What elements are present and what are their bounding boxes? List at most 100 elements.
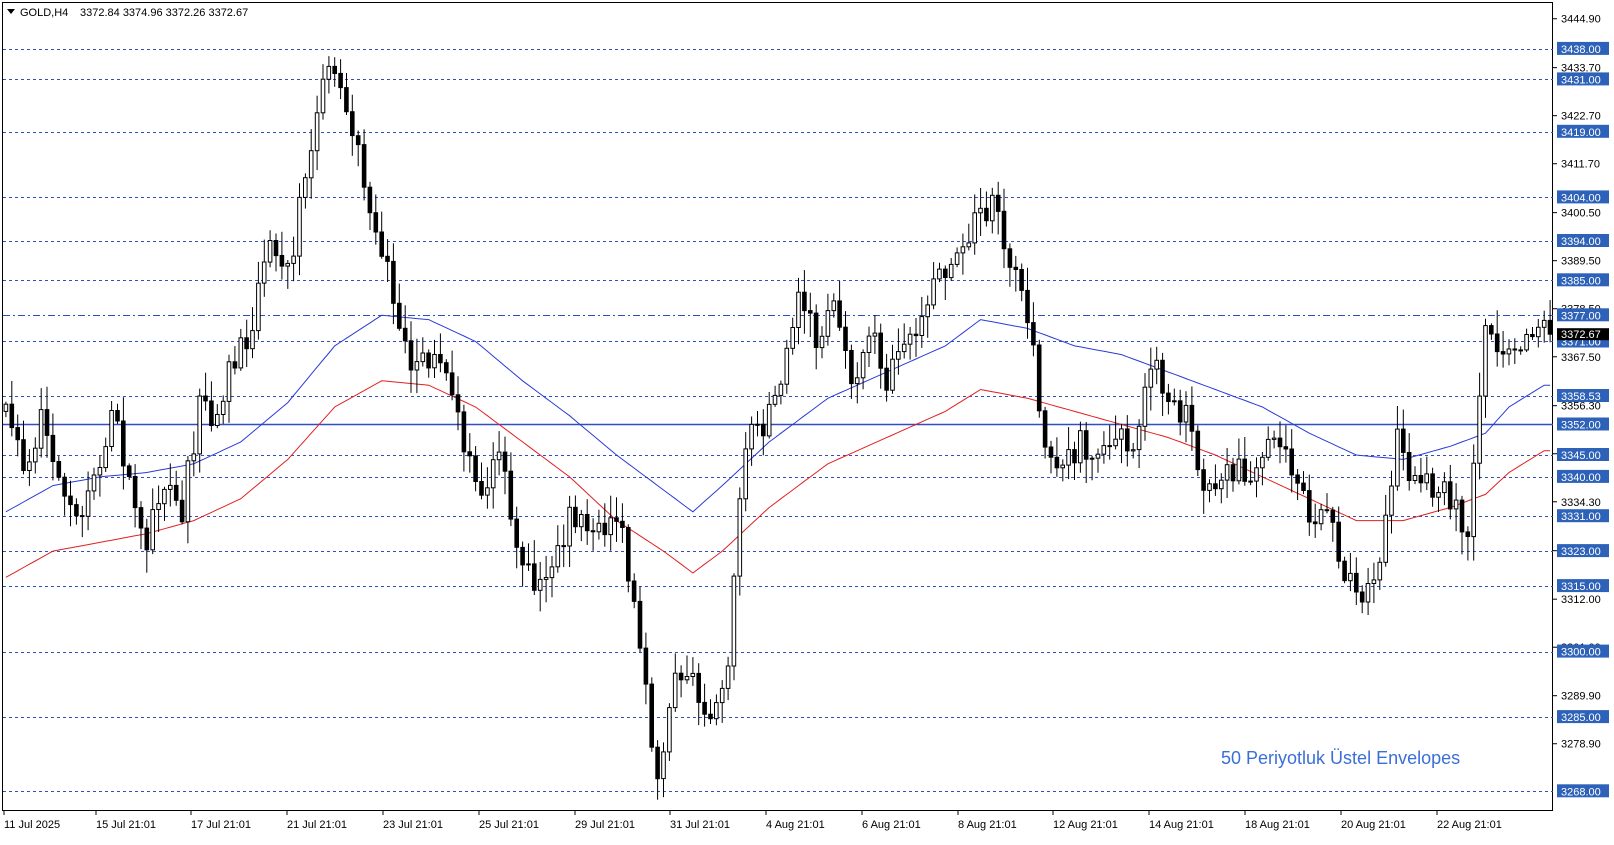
candle-255 xyxy=(1500,331,1506,368)
candle-115 xyxy=(678,665,684,698)
candle-77 xyxy=(455,376,461,431)
candle-198 xyxy=(1166,383,1171,415)
candle-159 xyxy=(937,262,942,283)
candle-164 xyxy=(966,223,972,251)
level-label-box xyxy=(1557,784,1609,798)
candle-235 xyxy=(1383,494,1389,567)
candle-188 xyxy=(1107,425,1113,460)
x-tick-label: 22 Aug 21:01 xyxy=(1437,819,1502,831)
candle-194 xyxy=(1142,373,1148,441)
level-label-box xyxy=(1557,509,1609,523)
candle-35 xyxy=(209,381,214,432)
candle-120 xyxy=(708,699,713,724)
candle-214 xyxy=(1260,452,1265,486)
level-label-text: 3404.00 xyxy=(1561,192,1601,204)
level-label-text: 3285.00 xyxy=(1561,712,1601,724)
candle-212 xyxy=(1248,461,1253,486)
candle-184 xyxy=(1083,422,1089,483)
time-axis[interactable]: 11 Jul 2025 15 Jul 21:01 17 Jul 21:01 21 Ju… xyxy=(3,811,1502,831)
candle-56 xyxy=(332,57,337,87)
level-label-box xyxy=(1557,273,1609,287)
level-label-text: 3340.00 xyxy=(1561,472,1601,484)
candle-33 xyxy=(197,388,202,473)
candle-223 xyxy=(1312,503,1318,538)
candle-185 xyxy=(1089,455,1095,481)
candle-113 xyxy=(667,703,672,761)
candle-127 xyxy=(749,416,754,466)
candle-79 xyxy=(467,433,472,473)
candle-2 xyxy=(15,414,20,457)
candle-163 xyxy=(960,233,966,275)
candle-128 xyxy=(755,411,760,437)
plot-frame xyxy=(2,2,1553,811)
candle-76 xyxy=(449,350,455,401)
candle-157 xyxy=(925,295,931,338)
candle-39 xyxy=(232,346,238,375)
candle-123 xyxy=(725,656,731,701)
x-tick-label: 11 Jul 2025 xyxy=(4,819,60,831)
candle-13 xyxy=(79,505,85,538)
candle-43 xyxy=(256,261,261,340)
candle-137 xyxy=(808,292,813,337)
candle-41 xyxy=(244,319,249,367)
level-label-box xyxy=(1557,41,1609,55)
candle-182 xyxy=(1072,441,1077,480)
candle-140 xyxy=(825,293,831,346)
candle-202 xyxy=(1189,386,1195,451)
candle-253 xyxy=(1489,323,1494,340)
candle-215 xyxy=(1265,426,1271,461)
candle-148 xyxy=(872,315,878,354)
candle-116 xyxy=(684,655,690,684)
level-label-text: 3331.00 xyxy=(1561,511,1601,523)
candle-75 xyxy=(444,359,449,381)
candle-40 xyxy=(238,328,244,371)
candle-54 xyxy=(320,64,326,120)
candle-244 xyxy=(1436,486,1441,512)
candle-96 xyxy=(567,495,572,567)
candle-210 xyxy=(1236,438,1242,485)
candle-187 xyxy=(1101,431,1107,464)
candle-91 xyxy=(537,562,543,612)
candle-8 xyxy=(50,413,56,481)
candle-5 xyxy=(33,437,38,474)
level-label-box xyxy=(1557,469,1609,483)
candle-226 xyxy=(1330,506,1336,542)
candle-46 xyxy=(273,233,279,272)
candle-25 xyxy=(150,488,155,555)
y-tick-label: 3334.30 xyxy=(1561,497,1601,509)
candle-47 xyxy=(279,231,285,280)
candle-243 xyxy=(1430,467,1435,507)
dropdown-triangle-icon[interactable] xyxy=(7,9,15,14)
y-tick-label: 3422.70 xyxy=(1561,111,1601,123)
candle-108 xyxy=(637,586,643,653)
level-label-box xyxy=(1557,644,1609,658)
candle-171 xyxy=(1007,243,1013,287)
candle-67 xyxy=(397,283,402,331)
candle-152 xyxy=(896,328,901,375)
candle-245 xyxy=(1442,472,1447,506)
candle-61 xyxy=(361,129,367,201)
symbol-label: GOLD,H4 xyxy=(20,7,68,19)
candle-111 xyxy=(655,740,660,800)
candle-156 xyxy=(919,296,925,348)
candle-93 xyxy=(549,556,555,598)
envelope-lines xyxy=(5,314,1551,578)
candle-27 xyxy=(162,486,167,521)
candle-38 xyxy=(226,354,232,423)
candle-63 xyxy=(373,194,379,245)
candle-131 xyxy=(772,385,778,407)
candle-1 xyxy=(9,381,15,437)
candle-209 xyxy=(1230,457,1236,492)
candle-65 xyxy=(385,239,390,282)
candle-57 xyxy=(338,59,343,100)
candle-106 xyxy=(626,524,631,593)
candle-176 xyxy=(1036,339,1042,418)
x-tick-label: 25 Jul 21:01 xyxy=(479,819,539,831)
candle-122 xyxy=(719,680,725,723)
level-label-text: 3438.00 xyxy=(1561,44,1601,56)
candle-232 xyxy=(1365,567,1371,615)
candle-213 xyxy=(1254,457,1259,498)
candle-247 xyxy=(1453,483,1459,532)
